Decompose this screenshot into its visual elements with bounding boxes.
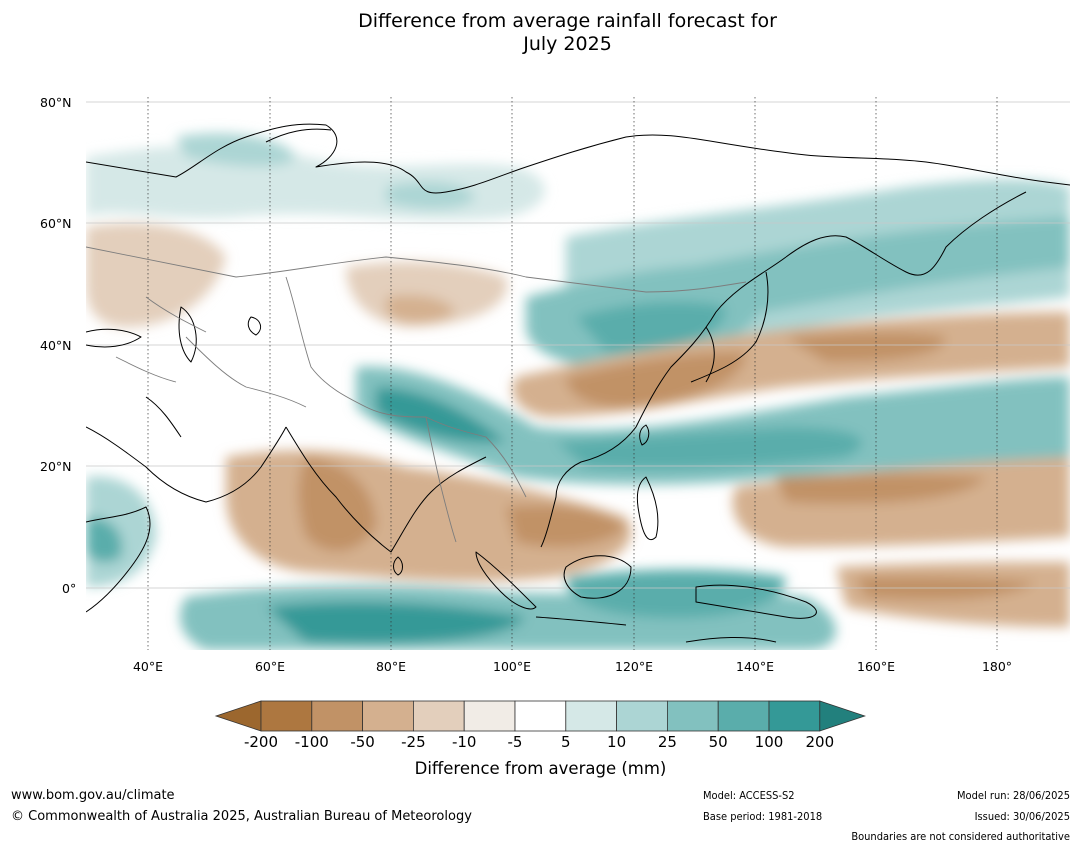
lat-label-80n: 80°N [40, 95, 72, 110]
rainfall-anomaly-map [86, 97, 1070, 650]
colorbar-tick-label: -25 [401, 733, 426, 751]
lat-label-20n: 20°N [40, 459, 72, 474]
colorbar-tick-label: 200 [805, 733, 835, 751]
colorbar-swatch [412, 700, 465, 732]
colorbar-tick-label: 5 [561, 733, 571, 751]
lat-label-0: 0° [62, 581, 77, 596]
colorbar-tick-label: -10 [451, 733, 477, 751]
footer-copyright: © Commonwealth of Australia 2025, Austra… [11, 809, 472, 824]
colorbar-extend-low [214, 700, 262, 732]
colorbar-swatch [514, 700, 567, 732]
colorbar-swatch [666, 700, 719, 732]
colorbar-swatch [311, 700, 364, 732]
lon-label-180: 180° [981, 659, 1013, 674]
colorbar-swatch [768, 700, 821, 732]
footer-model: Model: ACCESS-S2 [703, 789, 795, 802]
lat-label-60n: 60°N [40, 216, 72, 231]
lon-label-140e: 140°E [735, 659, 775, 674]
lon-label-40e: 40°E [132, 659, 164, 674]
lon-label-160e: 160°E [856, 659, 896, 674]
latitude-gridlines [86, 101, 1070, 589]
colorbar-swatch [717, 700, 770, 732]
lon-label-100e: 100°E [492, 659, 532, 674]
chart-title: Difference from average rainfall forecas… [0, 10, 1081, 56]
title-line-1: Difference from average rainfall forecas… [358, 10, 777, 32]
colorbar-extend-high [819, 700, 866, 732]
lat-label-40n: 40°N [40, 338, 72, 353]
colorbar-tick-label: -5 [507, 733, 523, 751]
lon-label-120e: 120°E [614, 659, 654, 674]
colorbar-swatch [362, 700, 414, 732]
colorbar-tick-label: -50 [350, 733, 375, 751]
colorbar-swatch [463, 700, 516, 732]
footer-url[interactable]: www.bom.gov.au/climate [11, 788, 175, 803]
footer-model-run: Model run: 28/06/2025 [957, 789, 1070, 802]
footer-base-period: Base period: 1981-2018 [703, 810, 823, 823]
lon-label-60e: 60°E [254, 659, 286, 674]
colorbar-swatch [565, 700, 617, 732]
footer-issued: Issued: 30/06/2025 [974, 810, 1070, 823]
lon-label-80e: 80°E [375, 659, 407, 674]
title-line-2: July 2025 [523, 33, 612, 55]
colorbar-label: Difference from average (mm) [414, 759, 667, 778]
country-boundaries [86, 246, 747, 543]
coastlines [86, 123, 1070, 643]
anomaly-fields [86, 133, 1070, 650]
colorbar-tick-label: 100 [754, 733, 784, 751]
colorbar-tick-label: 25 [657, 733, 677, 751]
colorbar-swatch [260, 700, 313, 732]
colorbar [214, 700, 866, 732]
colorbar-tick-label: 10 [607, 733, 627, 751]
colorbar-tick-label: 50 [708, 733, 728, 751]
footer-disclaimer: Boundaries are not considered authoritat… [851, 830, 1070, 843]
colorbar-swatch [616, 700, 668, 732]
longitude-gridlines [147, 97, 998, 650]
colorbar-tick-label: -200 [243, 733, 279, 751]
colorbar-tick-label: -100 [294, 733, 329, 751]
